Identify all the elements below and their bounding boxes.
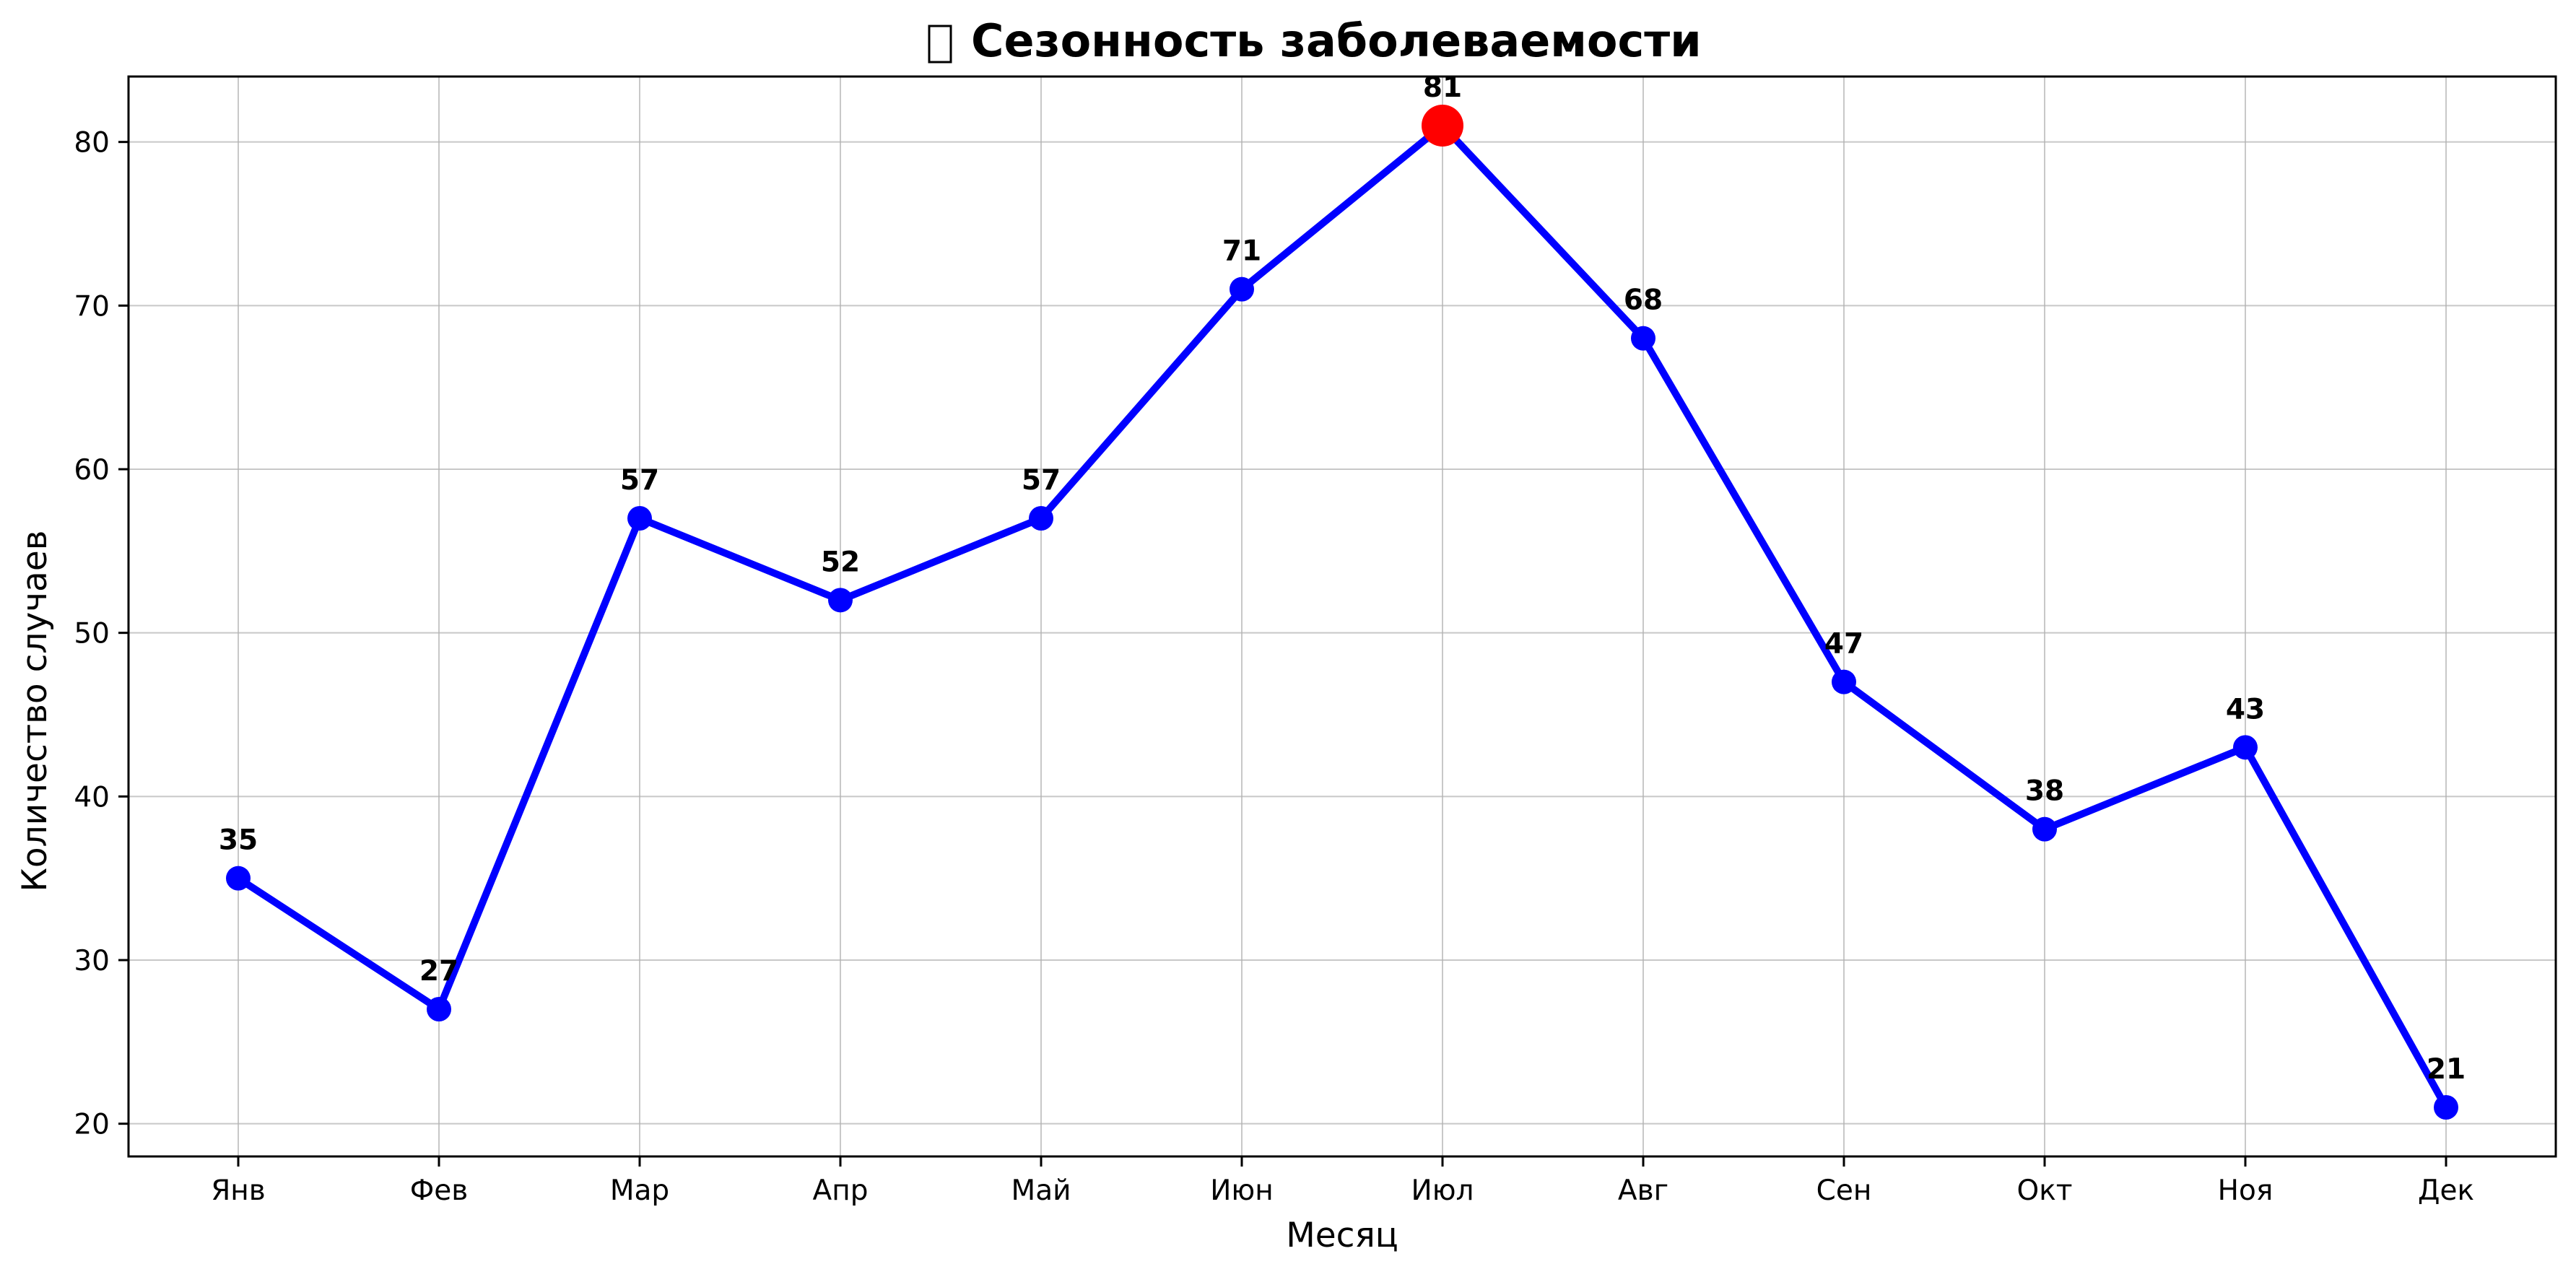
series-layer — [226, 105, 2458, 1120]
x-tick-label: Окт — [2017, 1174, 2073, 1207]
data-label: 43 — [2226, 693, 2265, 725]
data-point — [2032, 816, 2057, 842]
data-label: 35 — [219, 824, 258, 857]
y-tick-label: 40 — [74, 781, 110, 814]
data-point — [1029, 506, 1053, 531]
x-tick-label: Мар — [610, 1174, 669, 1207]
x-tick-label: Ноя — [2218, 1174, 2273, 1207]
data-label: 52 — [821, 546, 860, 578]
y-tick-label: 50 — [74, 618, 110, 650]
data-point — [226, 866, 251, 891]
data-point — [828, 588, 853, 613]
y-tick-label: 30 — [74, 945, 110, 977]
chart-title: Сезонность заболеваемости — [928, 14, 1702, 67]
y-tick-label: 70 — [74, 290, 110, 323]
data-point — [2233, 735, 2258, 760]
axes-layer: 20 30 40 50 60 70 80 Янв Фев Мар Апр Май Июн Июл Авг Се… — [74, 75, 2557, 1207]
data-point — [627, 506, 652, 531]
x-tick-label: Сен — [1816, 1174, 1872, 1207]
data-label: 38 — [2025, 775, 2064, 808]
data-label: 81 — [1423, 71, 1462, 104]
y-tick-label: 80 — [74, 127, 110, 160]
y-axis-label: Количество случаев — [15, 531, 55, 892]
chart-title-text: Сезонность заболеваемости — [971, 14, 1702, 67]
x-tick-label: Янв — [211, 1174, 266, 1207]
x-tick-label: Дек — [2418, 1174, 2474, 1207]
x-axis-label: Месяц — [1286, 1216, 1398, 1255]
highlight-point — [1422, 105, 1463, 147]
data-point — [1230, 276, 1254, 302]
data-label: 57 — [1022, 464, 1061, 497]
x-tick-label: Май — [1011, 1174, 1071, 1207]
data-label: 27 — [419, 955, 458, 988]
data-label: 71 — [1222, 235, 1261, 268]
x-tick-label: Фев — [410, 1174, 469, 1207]
chart-emoji-icon — [928, 25, 952, 64]
plot-frame — [127, 75, 2557, 1158]
data-label: 47 — [1824, 628, 1863, 661]
data-point — [1832, 669, 1856, 694]
data-point — [2434, 1095, 2458, 1120]
x-tick-label: Июл — [1411, 1174, 1474, 1207]
data-label: 57 — [620, 464, 659, 497]
data-label: 68 — [1624, 284, 1663, 317]
labels-layer: 35 27 57 52 57 71 81 68 47 38 43 21 — [219, 71, 2466, 1086]
y-tick-label: 20 — [74, 1109, 110, 1141]
series-line — [235, 122, 2450, 1111]
data-point — [427, 997, 451, 1021]
x-tick-label: Апр — [813, 1174, 869, 1207]
data-point — [1631, 326, 1655, 351]
data-label: 21 — [2427, 1053, 2466, 1086]
x-tick-label: Июн — [1210, 1174, 1274, 1207]
grid-layer — [129, 77, 2556, 1156]
x-tick-label: Авг — [1618, 1174, 1668, 1207]
y-tick-label: 60 — [74, 454, 110, 487]
